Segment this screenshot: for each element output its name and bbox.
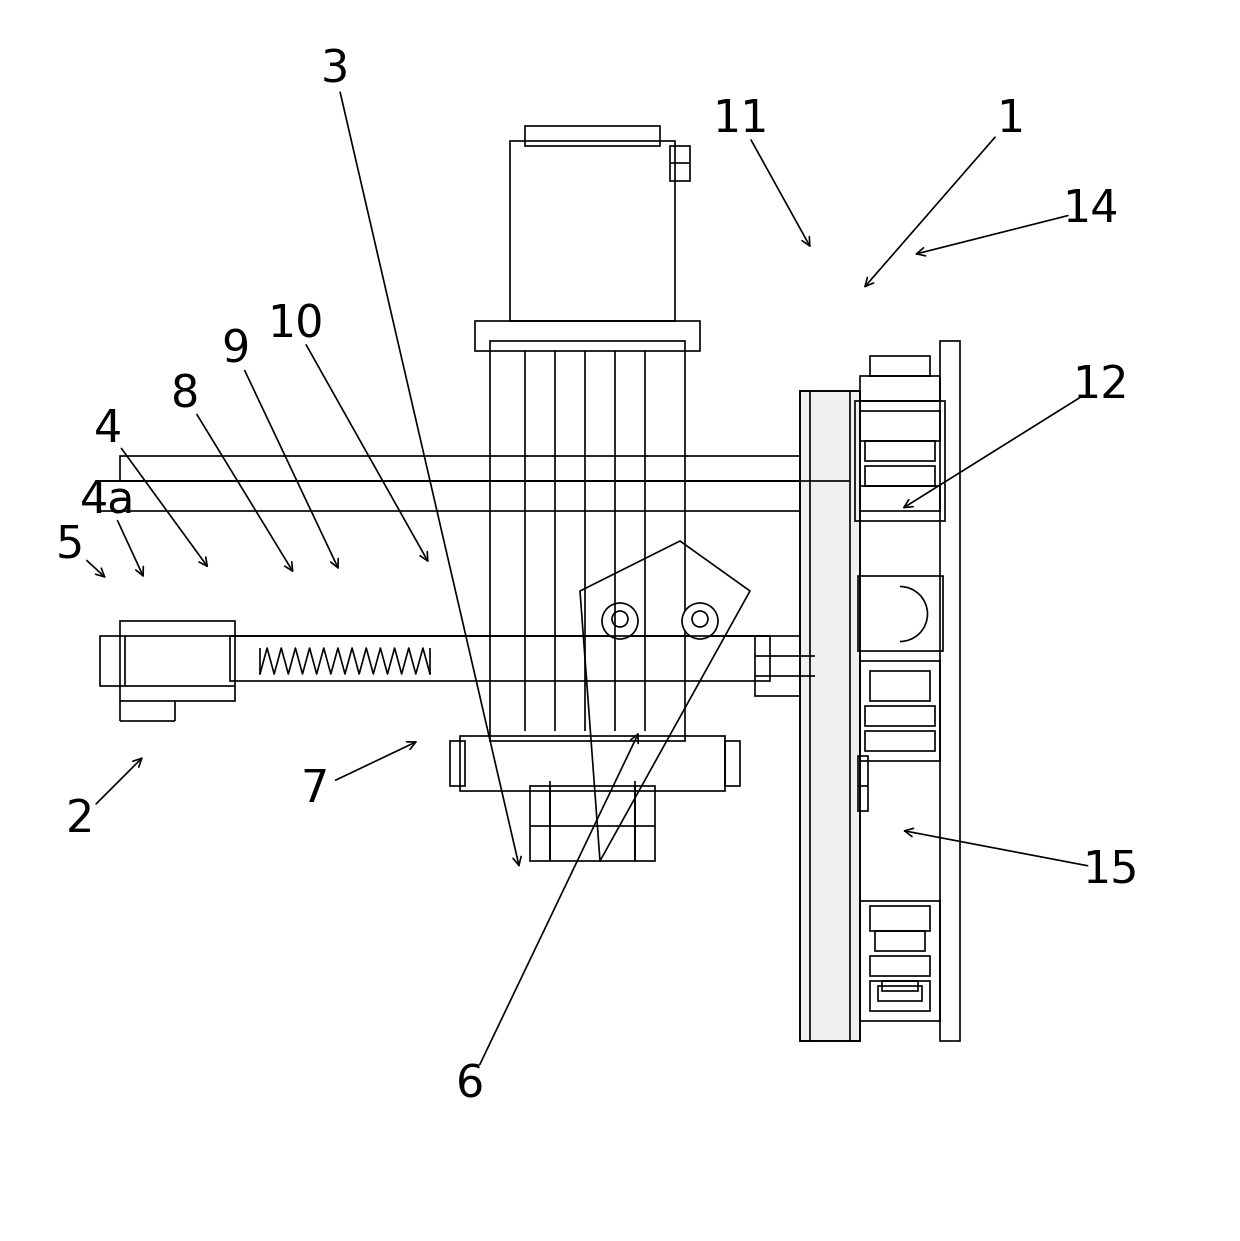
Bar — [870, 356, 930, 376]
Text: 7: 7 — [301, 768, 329, 812]
Text: 10: 10 — [267, 304, 324, 346]
Bar — [858, 576, 942, 652]
Bar — [490, 341, 684, 741]
Bar — [229, 635, 770, 681]
Text: 3: 3 — [321, 48, 350, 92]
Text: 12: 12 — [1071, 364, 1128, 407]
Circle shape — [682, 603, 718, 639]
Text: 1: 1 — [996, 98, 1024, 141]
Bar — [866, 467, 935, 486]
Bar — [475, 321, 701, 351]
Bar — [861, 376, 940, 401]
Bar — [120, 620, 236, 701]
Bar — [525, 127, 660, 146]
Bar — [861, 486, 940, 511]
Bar — [870, 671, 930, 701]
Bar — [875, 931, 925, 951]
Bar — [866, 441, 935, 460]
Bar — [878, 987, 923, 1001]
Text: 8: 8 — [171, 374, 200, 417]
Text: 4: 4 — [94, 408, 122, 452]
Circle shape — [601, 603, 639, 639]
Text: 11: 11 — [712, 98, 769, 141]
Bar — [866, 731, 935, 751]
Bar — [725, 741, 740, 786]
Bar — [856, 401, 945, 521]
Text: 5: 5 — [56, 524, 84, 566]
Bar — [510, 141, 675, 321]
Bar — [866, 706, 935, 726]
Bar — [450, 741, 465, 786]
Bar — [861, 661, 940, 761]
Bar — [861, 901, 940, 1021]
Text: 15: 15 — [1081, 849, 1138, 891]
Bar — [870, 956, 930, 975]
Bar — [529, 786, 655, 861]
Bar — [870, 906, 930, 931]
Bar — [670, 146, 689, 181]
Bar — [870, 980, 930, 1011]
Text: 4a: 4a — [81, 479, 135, 521]
Bar — [858, 756, 868, 812]
Bar — [100, 482, 849, 511]
Circle shape — [692, 611, 708, 627]
Bar — [882, 980, 918, 992]
Text: 6: 6 — [456, 1064, 484, 1107]
Text: 2: 2 — [66, 798, 94, 841]
Bar — [861, 411, 940, 441]
Bar — [800, 391, 861, 1041]
Bar — [460, 736, 725, 791]
Bar — [100, 635, 125, 686]
Text: 14: 14 — [1061, 189, 1118, 232]
Bar — [800, 391, 861, 1041]
Bar — [120, 455, 839, 482]
Bar — [940, 341, 960, 1041]
Circle shape — [613, 611, 627, 627]
Bar — [755, 635, 815, 696]
Text: 9: 9 — [221, 329, 249, 371]
